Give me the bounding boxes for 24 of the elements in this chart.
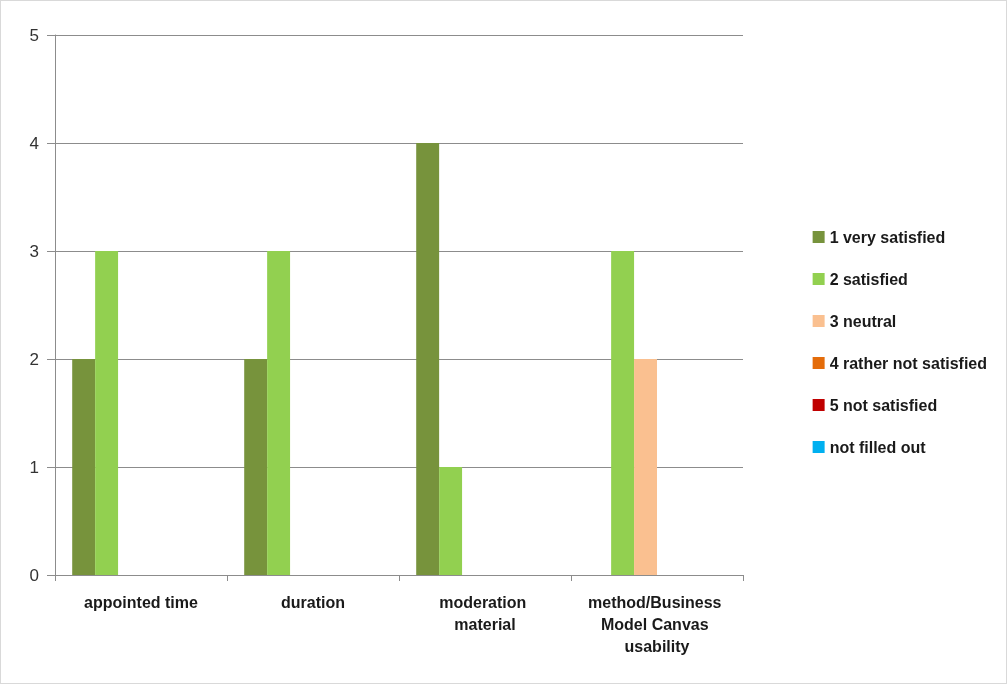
bar xyxy=(634,359,657,575)
bar xyxy=(416,143,440,575)
y-tick-label: 5 xyxy=(29,25,39,45)
legend-label: 1 very satisfied xyxy=(829,228,946,246)
bar xyxy=(611,251,635,575)
y-tick-label: 2 xyxy=(29,349,39,369)
y-tick-label: 0 xyxy=(29,565,39,585)
x-tick-label: duration xyxy=(281,593,345,611)
bar xyxy=(72,359,96,575)
legend-label: 5 not satisfied xyxy=(829,396,938,414)
legend-label: 4 rather not satisfied xyxy=(829,354,987,372)
y-tick-label: 4 xyxy=(29,133,39,153)
bar xyxy=(267,251,291,575)
y-tick-label: 3 xyxy=(29,241,39,261)
bar xyxy=(439,467,463,575)
y-tick-label: 1 xyxy=(29,457,39,477)
legend-label: 2 satisfied xyxy=(829,270,908,288)
bar xyxy=(95,251,119,575)
legend-label: 3 neutral xyxy=(829,312,897,330)
x-tick-label: method/Business Model Canvas usability xyxy=(588,593,726,655)
x-tick-label: moderation material xyxy=(439,593,531,633)
legend-label: not filled out xyxy=(829,438,927,456)
x-tick-label: appointed time xyxy=(84,593,198,611)
bar xyxy=(244,359,268,575)
